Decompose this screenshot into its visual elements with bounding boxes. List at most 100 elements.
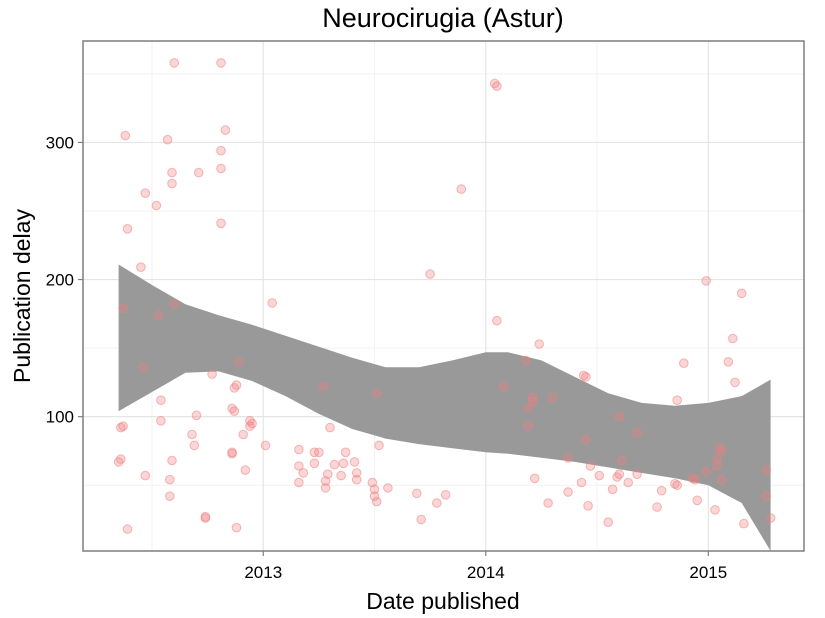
data-point	[521, 355, 531, 366]
data-point	[547, 392, 558, 403]
data-point	[425, 269, 435, 279]
data-point	[231, 522, 242, 533]
data-point	[534, 339, 545, 349]
data-point	[761, 465, 772, 475]
data-point	[200, 511, 211, 522]
data-point	[156, 395, 166, 406]
data-point	[187, 429, 197, 440]
data-point	[320, 483, 331, 493]
data-point	[138, 362, 148, 373]
data-point	[229, 406, 240, 417]
data-point	[716, 446, 727, 456]
data-point	[371, 388, 382, 399]
data-point	[118, 303, 128, 314]
data-point	[614, 411, 625, 422]
data-point	[216, 163, 226, 174]
data-point	[632, 469, 642, 480]
data-point	[216, 218, 226, 229]
data-point	[440, 490, 451, 500]
data-point	[529, 473, 540, 484]
data-point	[672, 480, 683, 491]
data-point	[632, 428, 642, 438]
data-point	[329, 459, 340, 470]
data-point	[136, 262, 146, 273]
data-point	[492, 81, 502, 91]
data-point	[234, 357, 244, 367]
data-point	[240, 465, 251, 475]
data-point	[623, 477, 634, 488]
data-point	[692, 495, 703, 506]
data-point	[314, 447, 324, 458]
data-point	[220, 125, 231, 135]
data-point	[492, 315, 502, 326]
data-point	[238, 429, 248, 440]
data-point	[371, 496, 382, 507]
data-point	[652, 502, 662, 512]
data-point	[294, 444, 304, 455]
data-point	[723, 357, 734, 367]
data-points	[113, 58, 776, 534]
data-point	[527, 396, 538, 407]
data-point	[690, 474, 700, 485]
data-point	[614, 469, 625, 480]
data-point	[165, 491, 175, 502]
x-tick-label: 2014	[467, 563, 505, 582]
data-point	[156, 416, 166, 426]
data-point	[761, 491, 772, 502]
data-point	[247, 418, 257, 429]
data-point	[607, 484, 618, 495]
data-point	[140, 470, 151, 481]
data-point	[167, 455, 177, 466]
data-point	[189, 440, 200, 451]
data-point	[523, 403, 533, 414]
data-point	[523, 421, 533, 432]
data-point	[563, 487, 573, 497]
data-point	[169, 299, 179, 310]
data-point	[122, 224, 133, 234]
data-point	[765, 513, 776, 523]
data-point	[216, 145, 226, 156]
data-point	[298, 468, 309, 478]
y-tick-label: 200	[46, 271, 74, 290]
data-point	[167, 178, 177, 189]
data-point	[543, 498, 553, 508]
data-point	[309, 458, 320, 469]
data-point	[294, 477, 304, 488]
x-axis-ticks: 2013 2014 2015	[244, 551, 727, 582]
data-point	[325, 422, 335, 433]
data-point	[216, 58, 226, 68]
data-point	[603, 517, 614, 528]
data-point	[351, 468, 362, 478]
data-point	[323, 469, 333, 480]
data-point	[140, 188, 151, 198]
data-point	[656, 485, 667, 496]
y-tick-label: 300	[46, 133, 74, 152]
data-point	[701, 276, 711, 286]
data-point	[716, 474, 727, 485]
data-point	[231, 380, 242, 390]
data-point	[349, 457, 360, 467]
data-point	[581, 372, 591, 382]
data-point	[498, 381, 509, 392]
data-point	[116, 454, 126, 464]
data-point	[712, 461, 723, 471]
data-point	[412, 488, 422, 499]
data-point	[585, 461, 596, 471]
data-point	[383, 483, 393, 493]
data-point	[583, 501, 593, 511]
data-point	[120, 130, 131, 141]
data-point	[369, 484, 380, 495]
data-point	[576, 477, 587, 488]
data-point	[416, 514, 427, 525]
data-point	[456, 184, 467, 194]
data-point	[118, 421, 128, 432]
grid-minor	[83, 41, 804, 551]
data-point	[227, 448, 237, 459]
data-point	[191, 410, 202, 421]
data-point	[162, 134, 173, 145]
data-point	[728, 333, 738, 344]
data-point	[736, 288, 747, 299]
data-point	[267, 298, 278, 308]
data-point	[739, 518, 749, 529]
